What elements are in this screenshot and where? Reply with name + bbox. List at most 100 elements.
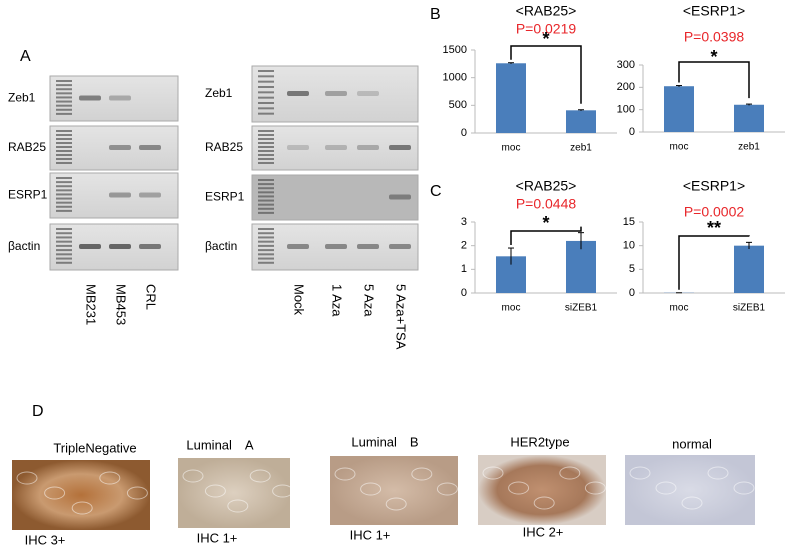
tissue-detail (436, 482, 458, 496)
significance-bracket (510, 226, 582, 246)
ihc-image (625, 455, 755, 525)
tissue-detail (249, 469, 271, 483)
ladder-band (56, 209, 72, 212)
tissue-detail (655, 481, 677, 495)
ladder-band (56, 154, 72, 156)
ladder-band (56, 201, 72, 204)
y-tick-label: 0 (461, 287, 467, 299)
gel-row-label: ESRP1 (205, 190, 245, 204)
ladder-band (56, 158, 72, 160)
panel-label: B (430, 6, 441, 23)
gel-band (139, 244, 161, 249)
tissue-detail (44, 486, 66, 500)
ladder-band (258, 86, 274, 88)
ihc-title: HER2type (510, 434, 569, 449)
chart-title: <ESRP1> (683, 178, 745, 194)
gel-band (79, 95, 101, 101)
significance-bracket (678, 61, 750, 99)
ladder-band (258, 158, 274, 160)
significance-bracket (510, 45, 582, 104)
ladder-band (258, 96, 274, 99)
ihc-score: IHC 1+ (350, 527, 391, 542)
y-tick-label: 500 (449, 99, 467, 111)
ladder-band (258, 134, 274, 136)
ladder-band (56, 228, 72, 230)
y-tick-label: 1500 (443, 44, 467, 56)
y-tick-label: 200 (617, 81, 635, 93)
tissue-detail (584, 481, 606, 495)
ladder-band (56, 142, 72, 144)
lane-label: 5 Aza (362, 284, 377, 317)
ladder-band (56, 162, 72, 164)
y-tick-label: 15 (623, 216, 635, 228)
ladder-band (258, 138, 274, 140)
ladder-band (56, 96, 72, 99)
tissue-detail (182, 469, 204, 483)
p-value: P=0.0398 (684, 29, 745, 45)
gel-row-label: RAB25 (8, 140, 46, 154)
tissue-detail (334, 467, 356, 481)
tissue-detail (707, 466, 729, 480)
bar (734, 245, 764, 293)
y-tick-label: 1000 (443, 72, 467, 84)
ladder-band (56, 84, 72, 87)
tissue-detail (204, 484, 226, 498)
x-tick-label: siZEB1 (565, 303, 598, 314)
gel-band (79, 244, 101, 249)
gel-band (109, 244, 131, 249)
ihc-title: Luminal A (186, 437, 254, 452)
ladder-band (258, 162, 274, 164)
ladder-band (258, 191, 274, 194)
ladder-band (56, 146, 72, 148)
bar (566, 240, 596, 293)
tissue-detail (533, 496, 555, 510)
tissue-detail (360, 482, 382, 496)
x-tick-label: moc (670, 142, 689, 153)
ladder-band (258, 102, 274, 104)
ladder-band (258, 207, 274, 210)
tissue-detail (126, 486, 148, 500)
p-value: P=0.0448 (516, 196, 577, 212)
significance-bracket (678, 235, 750, 290)
ladder-band (56, 112, 72, 115)
x-tick-label: siZEB1 (733, 303, 766, 314)
tissue-detail (16, 471, 38, 485)
ladder-band (56, 253, 72, 256)
y-tick-label: 2 (461, 240, 467, 252)
ladder-band (258, 187, 274, 190)
ladder-band (258, 146, 274, 148)
significance: * (710, 47, 717, 67)
bar (734, 104, 764, 132)
ladder-band (258, 211, 274, 214)
x-tick-label: zeb1 (738, 142, 760, 153)
ladder-band (56, 104, 72, 107)
chart-title: <RAB25> (516, 3, 577, 19)
gel-band (287, 91, 309, 96)
gel-row-label: Zeb1 (205, 86, 233, 100)
gel-row-label: ESRP1 (8, 188, 48, 202)
bar (566, 110, 596, 133)
ihc-image (178, 458, 290, 528)
ihc-image (478, 455, 606, 525)
ladder-band (258, 70, 274, 72)
ladder-band (258, 130, 274, 132)
ladder-band (56, 150, 72, 152)
bar (496, 63, 526, 133)
ladder-band (56, 80, 72, 82)
tissue-detail (411, 467, 433, 481)
ladder-band (258, 228, 274, 230)
gel-band (357, 91, 379, 96)
ladder-band (258, 261, 274, 264)
gel-band (389, 145, 411, 150)
ladder-band (56, 205, 72, 208)
p-value: P=0.0219 (516, 21, 577, 37)
gel-row-label: βactin (205, 239, 237, 253)
gel-band (139, 145, 161, 150)
gel-band (109, 145, 131, 150)
gel-box (251, 65, 419, 123)
y-tick-label: 100 (617, 104, 635, 116)
ihc-image (330, 456, 458, 525)
ladder-band (56, 177, 72, 179)
gel-band (389, 194, 411, 200)
ladder-band (258, 183, 274, 186)
